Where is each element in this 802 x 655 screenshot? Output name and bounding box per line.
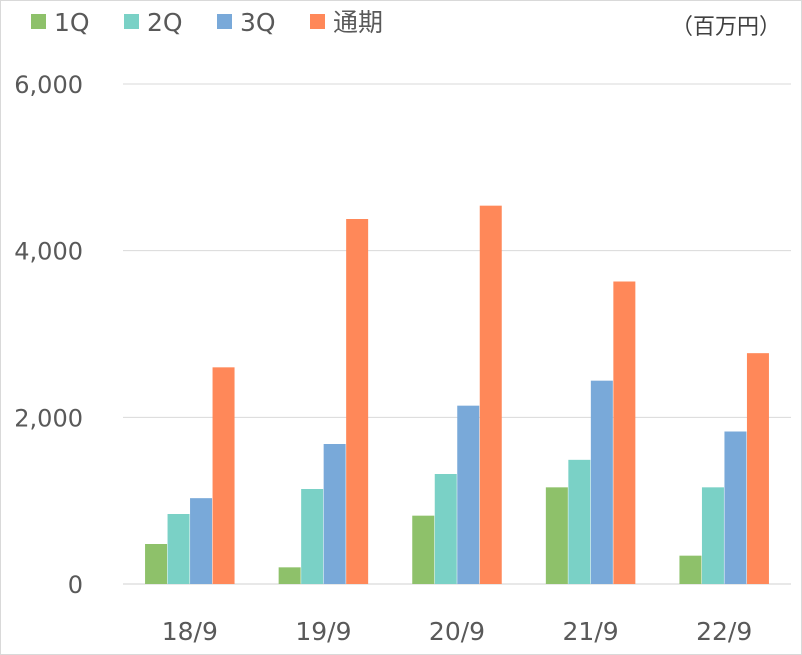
x-category-label: 21/9 — [563, 617, 619, 646]
bar-3Q-19/9 — [323, 444, 346, 584]
legend: 1Q 2Q 3Q 通期 — [31, 8, 383, 37]
y-tick-label: 0 — [68, 571, 83, 599]
bar-1Q-20/9 — [412, 515, 435, 584]
unit-label: （百万円） — [671, 15, 781, 40]
bar-通期-18/9 — [212, 367, 235, 584]
y-tick-label: 2,000 — [14, 404, 83, 432]
bar-2Q-22/9 — [701, 487, 724, 584]
bar-2Q-21/9 — [568, 459, 591, 584]
bar-3Q-20/9 — [457, 405, 480, 584]
bar-1Q-19/9 — [278, 567, 301, 584]
legend-swatch — [310, 14, 325, 29]
legend-label: 1Q — [54, 8, 90, 37]
legend-swatch — [31, 14, 46, 29]
x-axis-categories: 18/9 19/9 20/9 21/9 22/9 — [162, 617, 753, 646]
x-category-label: 20/9 — [429, 617, 485, 646]
bar-3Q-18/9 — [190, 498, 213, 584]
legend-label: 3Q — [240, 8, 276, 37]
legend-label: 2Q — [147, 8, 183, 37]
legend-swatch — [217, 14, 232, 29]
bar-2Q-18/9 — [167, 514, 190, 584]
y-tick-label: 4,000 — [14, 238, 83, 266]
bar-通期-21/9 — [613, 281, 636, 584]
bar-2Q-20/9 — [434, 474, 457, 584]
bar-1Q-22/9 — [679, 555, 702, 584]
bar-通期-22/9 — [746, 353, 769, 584]
bar-通期-20/9 — [479, 205, 502, 584]
x-category-label: 19/9 — [295, 617, 351, 646]
bar-1Q-21/9 — [545, 487, 568, 584]
bar-1Q-18/9 — [145, 544, 168, 584]
x-category-label: 18/9 — [162, 617, 218, 646]
y-tick-label: 6,000 — [14, 71, 83, 99]
legend-swatch — [124, 14, 139, 29]
bar-2Q-19/9 — [301, 489, 324, 584]
x-category-label: 22/9 — [696, 617, 752, 646]
bars — [145, 205, 769, 584]
legend-label: 通期 — [333, 8, 383, 37]
bar-通期-19/9 — [346, 219, 369, 584]
y-axis-ticks: 0 2,000 4,000 6,000 — [14, 71, 83, 599]
bar-3Q-21/9 — [590, 380, 613, 584]
bar-3Q-22/9 — [724, 431, 747, 584]
